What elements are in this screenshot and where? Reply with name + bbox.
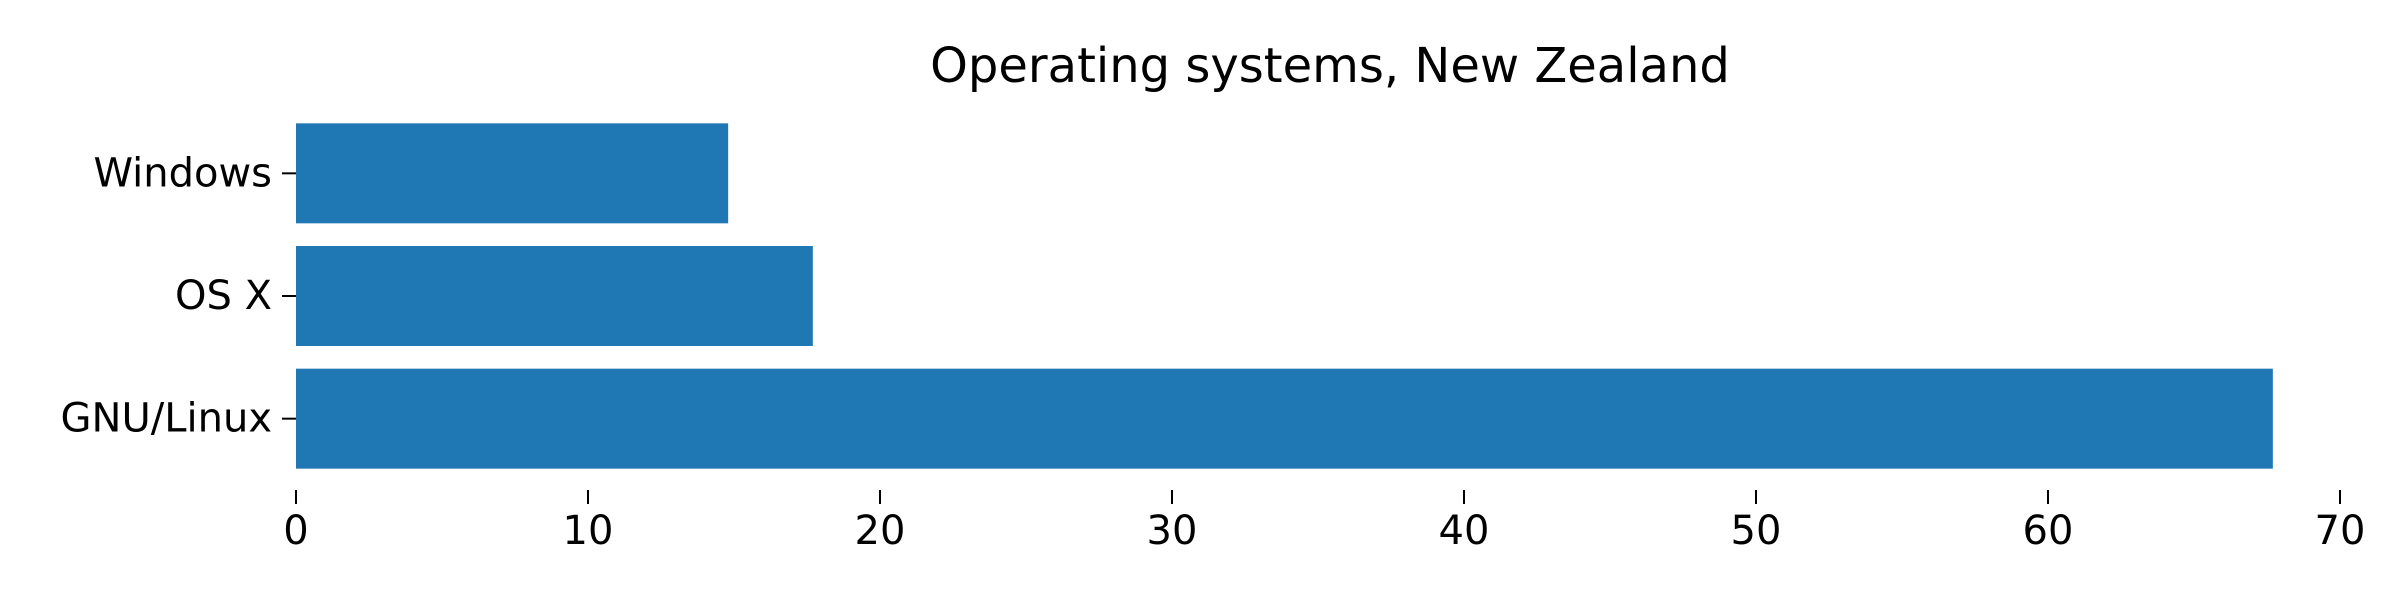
x-tick-label: 30 bbox=[1147, 508, 1198, 554]
bar-os-x bbox=[296, 246, 813, 346]
x-tick-label: 10 bbox=[563, 508, 614, 554]
y-tick-label: Windows bbox=[93, 150, 272, 196]
x-tick-label: 20 bbox=[855, 508, 906, 554]
x-tick-label: 60 bbox=[2023, 508, 2074, 554]
x-tick-label: 50 bbox=[1731, 508, 1782, 554]
y-tick-label: OS X bbox=[175, 273, 272, 319]
bars-layer bbox=[296, 123, 2273, 469]
y-axis: GNU/Linux OS X Windows bbox=[61, 150, 296, 442]
x-axis: 0 10 20 30 40 50 60 70 bbox=[283, 490, 2365, 554]
chart-title: Operating systems, New Zealand bbox=[930, 38, 1730, 94]
y-tick-label: GNU/Linux bbox=[61, 396, 272, 442]
x-tick-label: 0 bbox=[283, 508, 308, 554]
bar-gnu-linux bbox=[296, 368, 2273, 469]
x-tick-label: 70 bbox=[2315, 508, 2366, 554]
x-tick-label: 40 bbox=[1439, 508, 1490, 554]
bar-windows bbox=[296, 123, 729, 224]
